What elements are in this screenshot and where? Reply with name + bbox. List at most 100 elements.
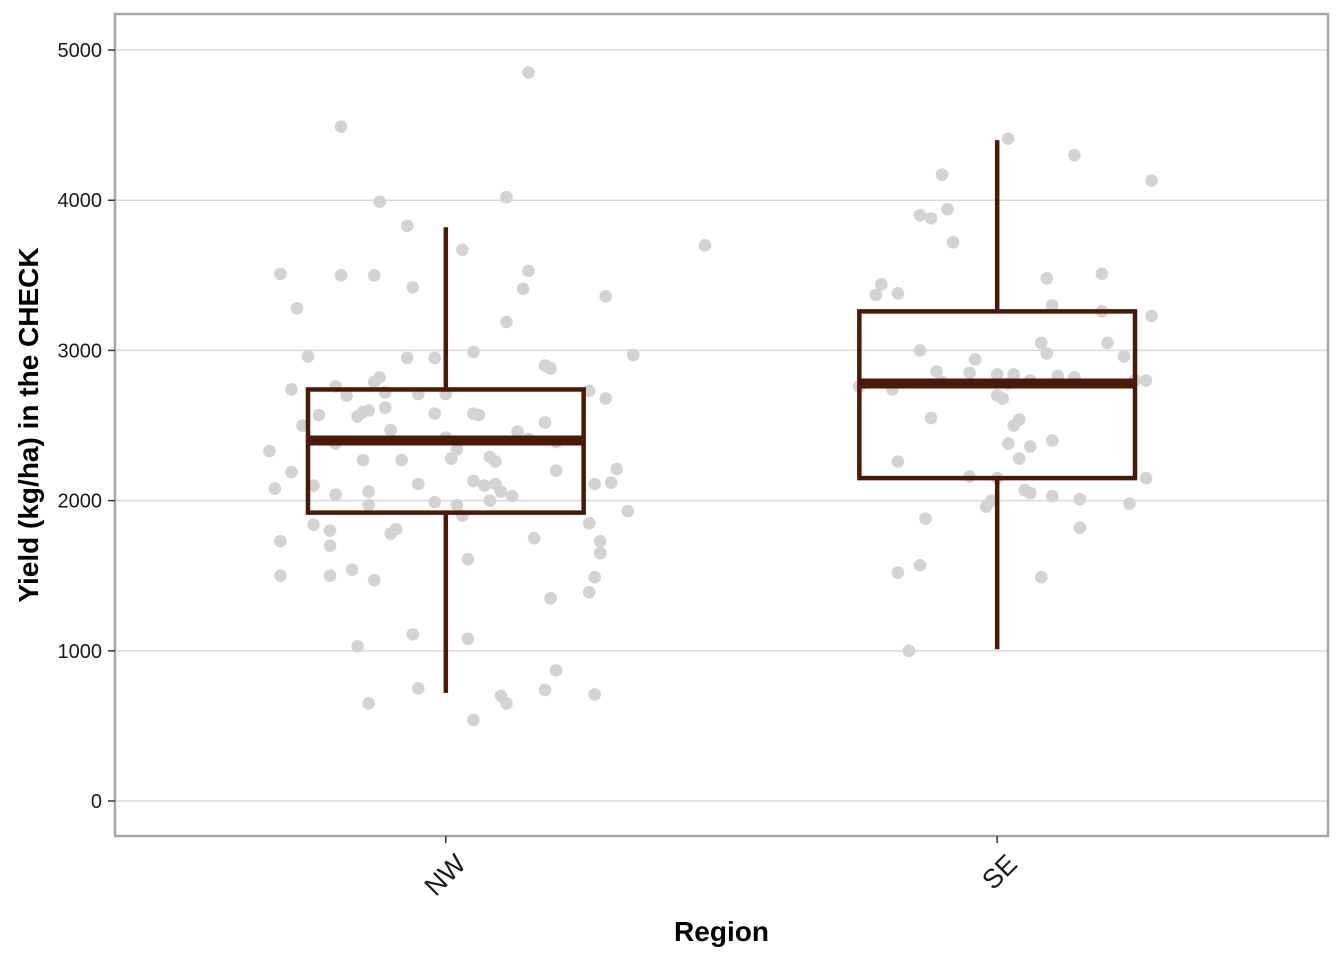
y-tick-label: 3000 xyxy=(58,340,103,362)
data-point xyxy=(990,368,1004,381)
data-point xyxy=(599,290,613,303)
data-point xyxy=(345,563,359,577)
data-point xyxy=(395,453,409,467)
data-point xyxy=(467,713,480,727)
grid-lines xyxy=(115,49,1328,802)
data-point xyxy=(334,269,348,282)
data-point xyxy=(367,573,381,587)
box-iqr xyxy=(857,309,1138,481)
y-tick-label: 4000 xyxy=(58,190,103,212)
data-point xyxy=(274,534,287,548)
data-point xyxy=(334,120,348,133)
data-point xyxy=(1046,489,1059,503)
data-point xyxy=(400,219,414,233)
data-point xyxy=(478,479,491,492)
data-point xyxy=(384,423,397,437)
x-tick-label: SE xyxy=(976,849,1023,896)
data-point xyxy=(505,489,519,503)
data-point xyxy=(362,498,375,512)
data-point xyxy=(312,408,326,422)
data-point xyxy=(307,518,320,531)
data-point xyxy=(1046,299,1059,312)
data-point xyxy=(301,350,315,363)
data-point xyxy=(946,235,960,249)
data-point xyxy=(968,353,982,366)
data-point xyxy=(500,315,513,329)
data-point xyxy=(1046,434,1059,447)
data-point xyxy=(527,531,541,545)
data-point xyxy=(467,474,480,488)
data-point xyxy=(428,407,442,420)
data-point xyxy=(406,627,420,641)
data-point xyxy=(538,416,552,429)
data-point xyxy=(626,348,640,362)
data-point xyxy=(428,495,442,509)
plot-frame xyxy=(113,12,1330,838)
data-point xyxy=(1117,350,1131,363)
y-axis-ticks: 0 1000 2000 3000 4000 5000 xyxy=(58,40,115,813)
data-point xyxy=(582,585,596,599)
data-point xyxy=(516,282,530,296)
data-point xyxy=(1023,440,1037,453)
data-point xyxy=(494,485,508,498)
data-point xyxy=(522,264,535,278)
data-point xyxy=(456,243,469,257)
data-point xyxy=(356,453,370,467)
data-point xyxy=(913,344,927,357)
data-point xyxy=(351,410,364,423)
data-point xyxy=(1023,486,1037,500)
y-tick-label: 2000 xyxy=(58,491,103,513)
data-point xyxy=(698,238,712,252)
data-point xyxy=(582,516,596,530)
data-point xyxy=(285,465,298,479)
data-point xyxy=(1145,174,1158,188)
boxplots xyxy=(305,140,1138,693)
data-point xyxy=(411,682,425,695)
data-point xyxy=(1068,148,1081,162)
data-point xyxy=(588,688,601,701)
data-point xyxy=(296,419,309,432)
data-point xyxy=(268,482,282,495)
y-tick-label: 1000 xyxy=(58,641,103,663)
data-point xyxy=(445,452,458,465)
data-point xyxy=(913,558,927,572)
data-point xyxy=(307,479,320,492)
data-point xyxy=(522,66,535,79)
data-point xyxy=(351,640,364,653)
data-point xyxy=(400,351,414,365)
data-point xyxy=(489,455,502,468)
data-point xyxy=(511,425,524,438)
data-point xyxy=(323,524,337,537)
data-point xyxy=(362,697,375,710)
data-point xyxy=(1007,368,1021,381)
data-point xyxy=(285,383,298,396)
data-point xyxy=(1145,309,1158,323)
data-point xyxy=(599,392,613,405)
data-point xyxy=(500,190,513,204)
x-axis-ticks: NW SE xyxy=(419,836,1023,902)
data-point xyxy=(1012,452,1026,465)
data-point xyxy=(274,267,287,281)
data-point xyxy=(588,477,601,491)
data-point xyxy=(461,632,475,646)
data-point xyxy=(483,494,497,507)
data-point xyxy=(582,384,596,398)
data-point xyxy=(924,411,938,425)
data-point xyxy=(329,488,342,501)
data-point xyxy=(544,591,557,605)
y-tick-label: 0 xyxy=(91,791,102,813)
data-point xyxy=(963,366,976,380)
data-point xyxy=(323,539,337,552)
data-point xyxy=(1123,497,1136,510)
x-axis-title: Region xyxy=(674,916,769,947)
data-point xyxy=(450,443,464,456)
data-point xyxy=(610,462,624,476)
data-point xyxy=(362,485,375,498)
data-point xyxy=(1073,521,1087,534)
data-point xyxy=(875,278,888,291)
data-point xyxy=(621,504,635,518)
data-point xyxy=(604,476,618,489)
data-point xyxy=(1007,419,1021,432)
y-tick-label: 5000 xyxy=(58,40,103,62)
box-iqr xyxy=(305,387,586,515)
